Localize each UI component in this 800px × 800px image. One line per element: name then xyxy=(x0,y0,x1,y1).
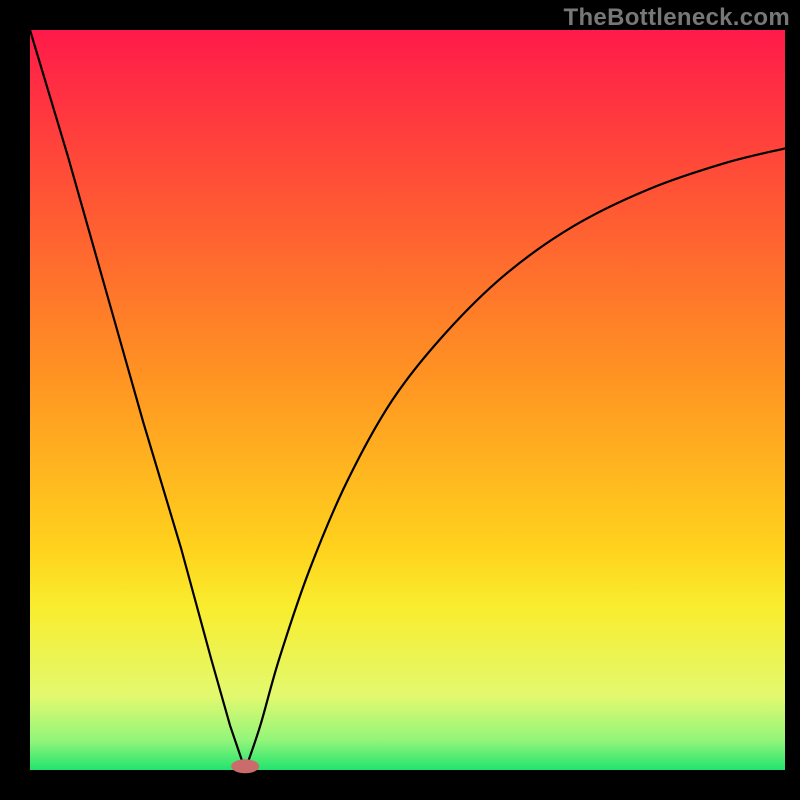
dip-marker xyxy=(231,759,259,773)
plot-svg xyxy=(0,0,800,800)
curve-left xyxy=(30,30,245,770)
curve-right xyxy=(245,148,785,770)
chart-container: TheBottleneck.com xyxy=(0,0,800,800)
